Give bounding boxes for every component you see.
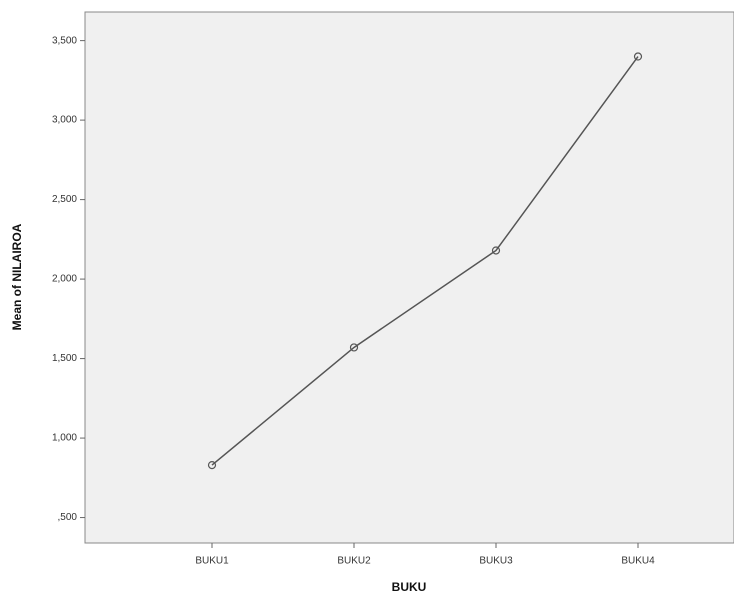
y-tick-label: ,500	[58, 512, 78, 523]
x-tick-label: BUKU1	[195, 556, 229, 567]
x-axis-title: BUKU	[392, 580, 427, 594]
x-tick-label: BUKU3	[479, 556, 513, 567]
y-tick-label: 2,000	[52, 274, 77, 285]
data-line	[211, 56, 639, 466]
x-tick-label: BUKU2	[337, 556, 371, 567]
x-tick-label: BUKU4	[621, 556, 655, 567]
data-point	[207, 460, 217, 470]
data-point	[633, 52, 643, 61]
y-tick-label: 3,500	[52, 35, 77, 46]
plot-area	[84, 11, 734, 544]
y-tick-label: 3,000	[52, 115, 77, 126]
data-point	[349, 343, 359, 352]
y-axis-title: Mean of NILAIROA	[10, 223, 24, 330]
y-tick-label: 1,500	[52, 353, 77, 364]
y-tick-label: 1,000	[52, 433, 77, 444]
y-tick-label: 2,500	[52, 194, 77, 205]
data-point	[491, 246, 501, 255]
